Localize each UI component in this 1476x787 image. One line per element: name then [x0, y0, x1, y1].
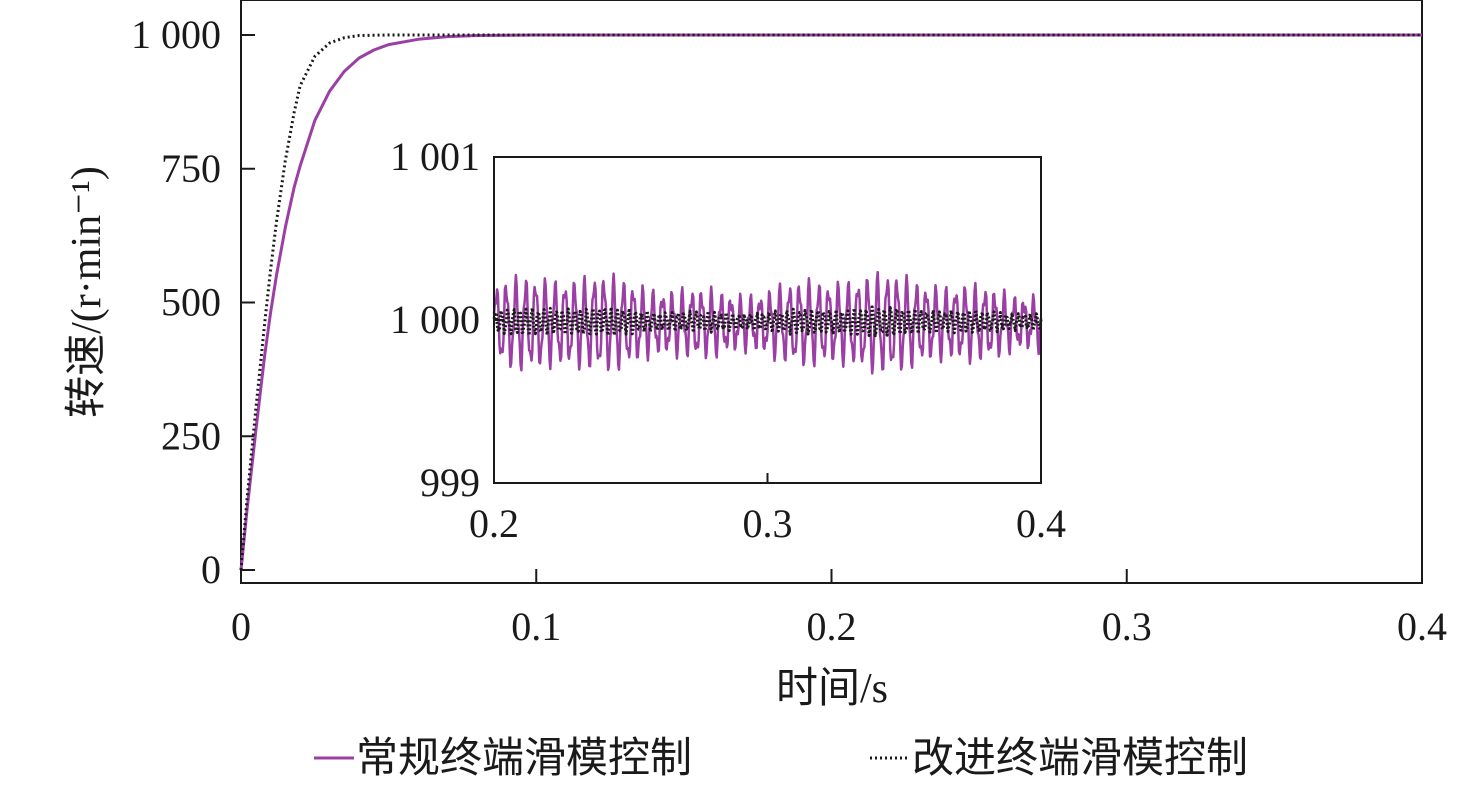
main-x-axis: 0 0.1 0.2 0.3 0.4: [231, 569, 1447, 649]
inset-series-group: [492, 270, 1043, 375]
main-x-tick-label: 0.1: [511, 604, 561, 649]
main-y-tick-label: 750: [161, 146, 221, 191]
inset-y-tick-label: 999: [420, 460, 480, 505]
x-axis-title: 时间/s: [776, 666, 888, 712]
inset-y-axis: 999 1 000 1 001: [390, 134, 504, 505]
main-x-tick-label: 0.4: [1397, 604, 1447, 649]
inset-x-tick-label: 0.4: [1016, 501, 1066, 546]
main-plot: 0 250 500 750 1 000 0 0.1 0.2 0.3 0.4 时间/s 转速/(r…: [64, 0, 1447, 712]
inset-plot: 999 1 000 1 001 0.2 0.3 0.4: [390, 134, 1066, 546]
inset-x-axis: 0.2 0.3 0.4: [469, 473, 1066, 546]
main-x-tick-label: 0.2: [807, 604, 857, 649]
legend-label-improved: 改进终端滑模控制: [912, 736, 1248, 782]
series-line-conventional: [239, 33, 1422, 571]
main-y-tick-label: 500: [161, 280, 221, 325]
y-axis-title: 转速/(r·min⁻¹): [64, 166, 110, 418]
series-line-improved: [239, 33, 1422, 571]
legend: 常规终端滑模控制 改进终端滑模控制: [314, 736, 1248, 782]
main-y-tick-label: 0: [201, 547, 221, 592]
inset-y-tick-label: 1 001: [390, 134, 480, 179]
main-x-tick-label: 0.3: [1102, 604, 1152, 649]
inset-y-tick-label: 1 000: [390, 297, 480, 342]
legend-label-conventional: 常规终端滑模控制: [356, 736, 692, 782]
inset-x-tick-label: 0.2: [469, 501, 519, 546]
main-y-tick-label: 1 000: [131, 12, 221, 57]
inset-x-tick-label: 0.3: [743, 501, 793, 546]
main-y-axis: 0 250 500 750 1 000: [131, 12, 255, 592]
inset-series-line-improved: [492, 305, 1043, 338]
main-y-tick-label: 250: [161, 413, 221, 458]
main-x-tick-label: 0: [231, 604, 251, 649]
inset-series-line-conventional: [492, 270, 1043, 375]
main-series-group: [239, 33, 1422, 571]
